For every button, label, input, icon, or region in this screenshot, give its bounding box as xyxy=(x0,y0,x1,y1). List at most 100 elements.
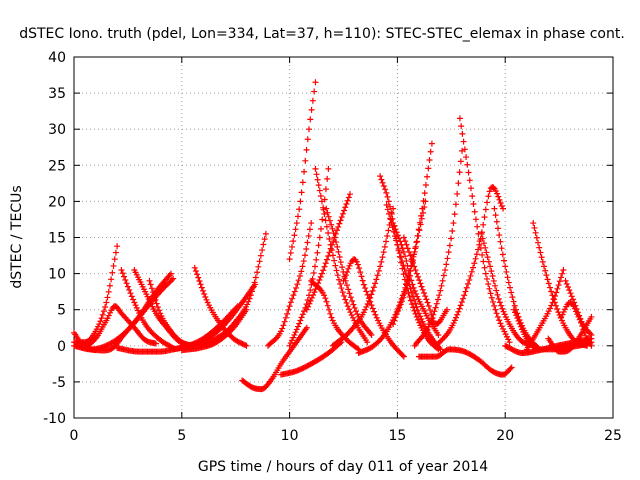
data-point xyxy=(110,262,117,269)
data-point xyxy=(452,201,459,208)
x-tick-label: 0 xyxy=(70,428,79,444)
data-point xyxy=(450,320,457,327)
data-point xyxy=(301,168,308,175)
y-tick-label: 30 xyxy=(48,122,66,138)
data-point xyxy=(168,276,175,283)
data-point xyxy=(314,249,321,256)
data-point xyxy=(488,268,495,275)
data-point xyxy=(309,97,316,104)
data-point xyxy=(328,221,335,228)
data-point xyxy=(545,280,552,287)
axis-ticks: 0 5 10 15 20 25 -10 -5 0 5 10 15 20 25 30 35 40 xyxy=(43,50,622,444)
data-point xyxy=(123,280,130,287)
data-point xyxy=(260,241,267,248)
data-point xyxy=(502,263,509,270)
data-point xyxy=(443,306,450,313)
data-point xyxy=(416,277,423,284)
data-point xyxy=(130,296,137,303)
data-point xyxy=(246,295,253,302)
data-point xyxy=(304,136,311,143)
data-point xyxy=(384,206,391,213)
data-point xyxy=(157,310,164,317)
data-point xyxy=(195,274,202,281)
data-point xyxy=(574,311,581,318)
data-point xyxy=(331,234,338,241)
data-point xyxy=(478,230,485,237)
data-point xyxy=(456,169,463,176)
data-point xyxy=(423,296,430,303)
data-point xyxy=(370,284,377,291)
data-point xyxy=(421,190,428,197)
data-point xyxy=(384,233,391,240)
data-point xyxy=(400,234,407,241)
data-point xyxy=(252,274,259,281)
y-tick-label: 35 xyxy=(48,86,66,102)
data-point xyxy=(367,298,374,305)
data-point xyxy=(449,228,456,235)
data-point xyxy=(466,177,473,184)
data-point xyxy=(328,314,335,321)
data-point xyxy=(481,264,488,271)
data-point xyxy=(492,282,499,289)
data-point xyxy=(554,306,561,313)
data-point xyxy=(468,185,475,192)
series-17 xyxy=(286,165,332,349)
data-point xyxy=(306,300,313,307)
data-point xyxy=(282,314,289,321)
data-point xyxy=(359,277,366,284)
data-point xyxy=(333,239,340,246)
data-point xyxy=(308,106,315,113)
data-point xyxy=(487,290,494,297)
chart-title: dSTEC Iono. truth (pdel, Lon=334, Lat=37… xyxy=(19,26,625,42)
data-point xyxy=(351,304,358,311)
data-point xyxy=(109,269,116,276)
data-point xyxy=(344,197,351,204)
data-point xyxy=(481,214,488,221)
data-point xyxy=(339,289,346,296)
data-point xyxy=(353,258,360,265)
data-point xyxy=(487,263,494,270)
data-point xyxy=(482,206,489,213)
data-point xyxy=(369,305,376,312)
data-point xyxy=(312,165,319,172)
data-point xyxy=(147,281,154,288)
data-point xyxy=(516,320,523,327)
data-point xyxy=(112,249,119,256)
data-point xyxy=(315,242,322,249)
data-point xyxy=(489,273,496,280)
data-point xyxy=(496,317,503,324)
data-point xyxy=(484,254,491,261)
data-point xyxy=(347,294,354,301)
data-point xyxy=(464,161,471,168)
data-point xyxy=(429,315,436,322)
data-point xyxy=(409,301,416,308)
data-point xyxy=(377,263,384,270)
data-point xyxy=(456,305,463,312)
x-tick-label: 15 xyxy=(388,428,406,444)
data-point xyxy=(407,285,414,292)
data-point xyxy=(346,191,353,198)
data-point xyxy=(380,249,387,256)
data-point xyxy=(571,305,578,312)
data-point xyxy=(439,277,446,284)
data-point xyxy=(333,267,340,274)
data-point xyxy=(480,258,487,265)
series-5 xyxy=(118,266,177,351)
data-point xyxy=(392,226,399,233)
data-point xyxy=(486,285,493,292)
data-point xyxy=(307,287,314,294)
data-point xyxy=(462,288,469,295)
data-point xyxy=(156,307,163,314)
data-point xyxy=(503,268,510,275)
data-point xyxy=(261,236,268,243)
data-point xyxy=(402,286,409,293)
data-point xyxy=(533,234,540,241)
data-point xyxy=(310,292,317,299)
data-point xyxy=(317,273,324,280)
data-point xyxy=(483,249,490,256)
data-point xyxy=(102,303,109,310)
data-point xyxy=(492,212,499,219)
data-point xyxy=(349,297,356,304)
series-2 xyxy=(71,303,159,349)
data-point xyxy=(303,324,310,331)
